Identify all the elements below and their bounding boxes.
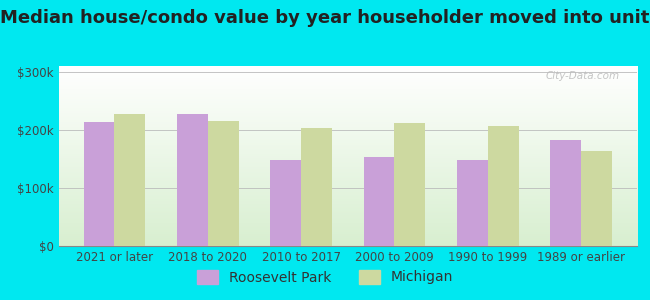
Bar bbox=[551, 140, 581, 246]
Text: City-Data.com: City-Data.com bbox=[545, 71, 619, 81]
Bar bbox=[363, 157, 395, 246]
Bar bbox=[84, 122, 114, 246]
Bar bbox=[177, 114, 208, 246]
Bar bbox=[208, 121, 239, 246]
Legend: Roosevelt Park, Michigan: Roosevelt Park, Michigan bbox=[191, 264, 459, 290]
Bar bbox=[395, 123, 425, 246]
Bar bbox=[488, 126, 519, 246]
Bar bbox=[581, 152, 612, 246]
Bar bbox=[457, 160, 488, 246]
Text: Median house/condo value by year householder moved into unit: Median house/condo value by year househo… bbox=[0, 9, 650, 27]
Bar bbox=[114, 114, 146, 246]
Bar bbox=[270, 160, 301, 246]
Bar bbox=[301, 128, 332, 246]
